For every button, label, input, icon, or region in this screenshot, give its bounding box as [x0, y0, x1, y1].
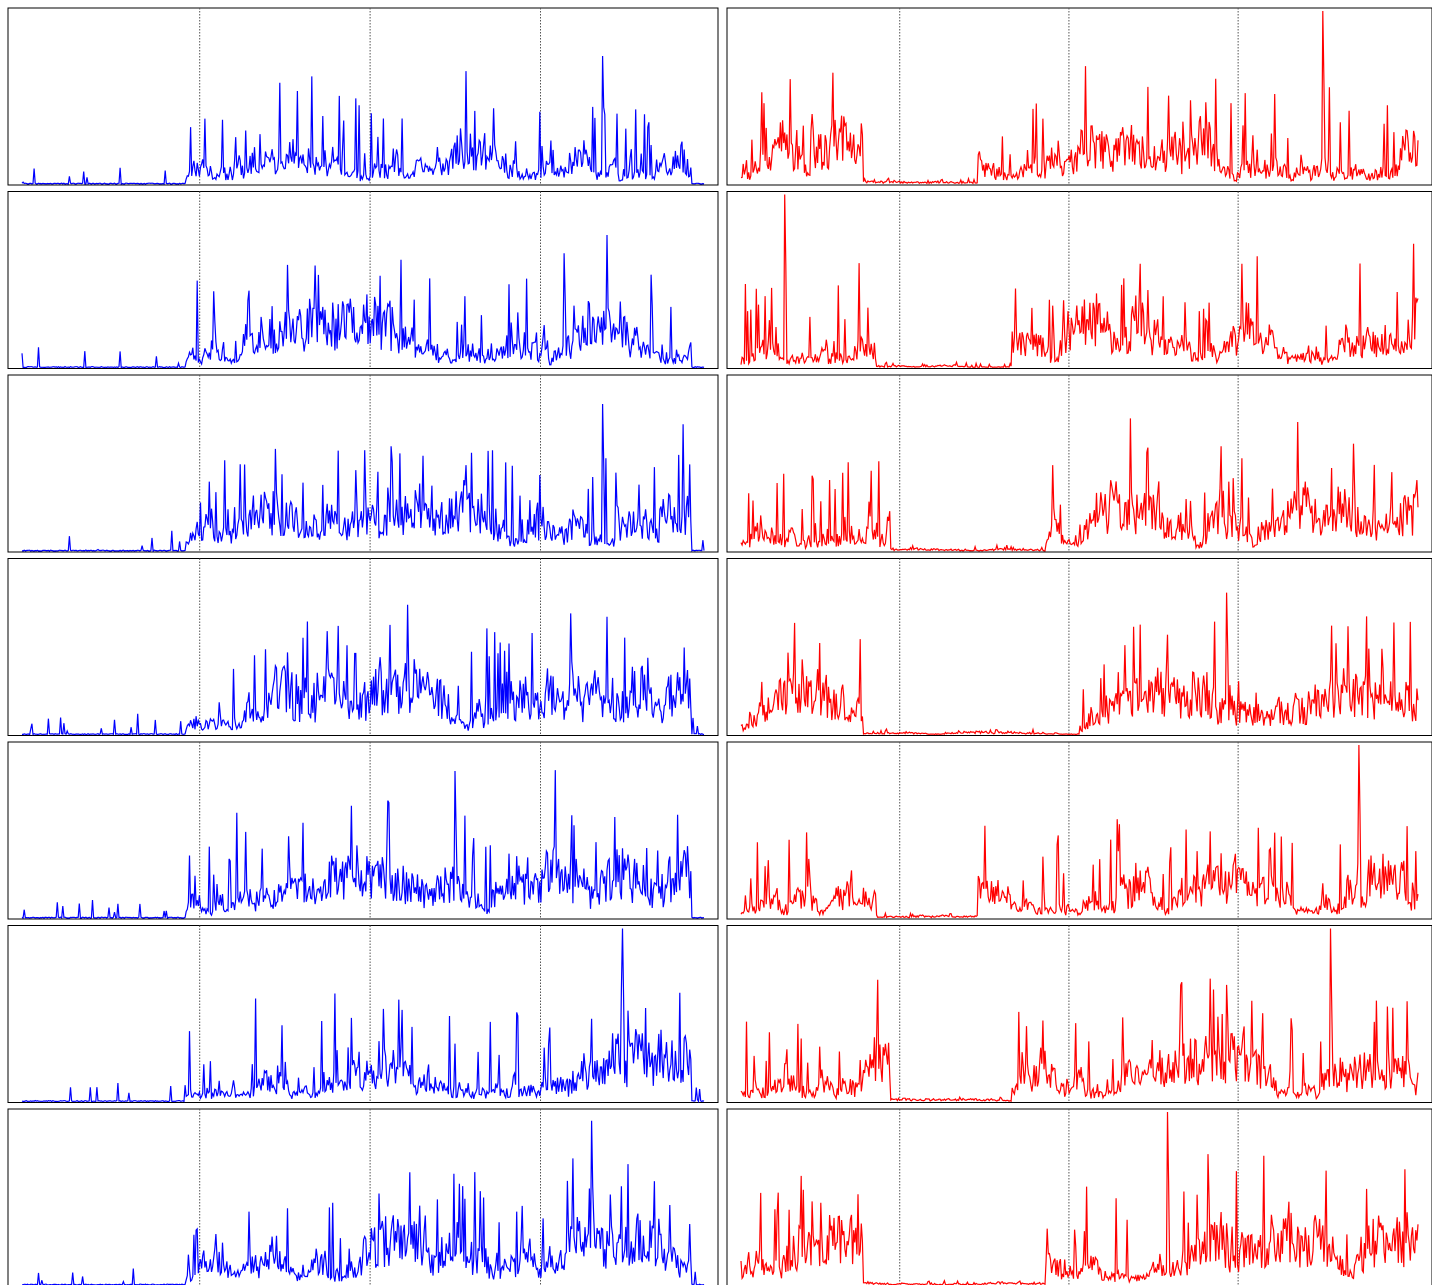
series-line [740, 592, 1419, 736]
series-line [740, 418, 1419, 552]
series-line [21, 55, 705, 185]
series-line [21, 403, 705, 552]
series-line [740, 10, 1419, 185]
panel-r7-left [7, 1108, 719, 1285]
series-line [740, 744, 1419, 919]
panel-frame [726, 558, 1432, 736]
panel-r1-right [726, 7, 1432, 186]
panel-r1-left [7, 7, 719, 186]
panel-frame [726, 1108, 1432, 1285]
series-line [21, 234, 705, 369]
panel-r6-left [7, 925, 719, 1104]
series-line [740, 194, 1419, 368]
panel-frame [726, 7, 1432, 186]
panel-frame [7, 925, 719, 1103]
panel-frame [7, 558, 719, 736]
panel-r3-right [726, 374, 1432, 553]
series-line [21, 928, 705, 1104]
panel-r5-left [7, 741, 719, 920]
panel-r7-right [726, 1108, 1432, 1285]
panel-frame [7, 191, 719, 369]
panel-r6-right [726, 925, 1432, 1103]
series-line [740, 1111, 1419, 1285]
panel-frame [726, 741, 1432, 920]
panel-r2-right [726, 191, 1432, 369]
series-line [740, 928, 1419, 1103]
series-line [21, 770, 704, 919]
series-line [22, 604, 705, 736]
panel-r4-left [7, 558, 719, 736]
panel-frame [7, 7, 719, 186]
panel-r2-left [7, 191, 719, 369]
panel-r3-left [7, 374, 719, 553]
panel-r4-right [726, 558, 1432, 736]
panel-r5-right [726, 741, 1432, 920]
